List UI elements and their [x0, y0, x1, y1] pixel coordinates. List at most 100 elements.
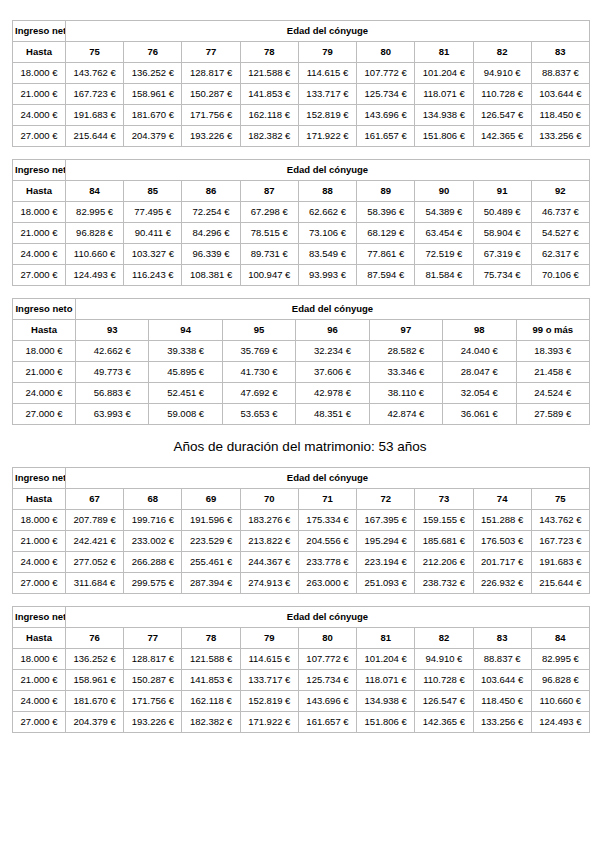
- value-cell: 38.110 €: [369, 383, 442, 404]
- value-cell: 83.549 €: [298, 244, 356, 265]
- value-cell: 199.716 €: [124, 510, 182, 531]
- age-columns-row: Hasta757677787980818283: [13, 42, 590, 63]
- hasta-header-cell: Hasta: [13, 320, 76, 341]
- value-cell: 32.054 €: [443, 383, 516, 404]
- value-cell: 18.393 €: [516, 341, 589, 362]
- income-header-cell: Ingreso neto: [13, 160, 66, 181]
- value-cell: 100.947 €: [240, 265, 298, 286]
- age-column-header: 84: [531, 628, 589, 649]
- value-cell: 59.008 €: [149, 404, 222, 425]
- table-row: 24.000 €56.883 €52.451 €47.692 €42.978 €…: [13, 383, 590, 404]
- value-cell: 72.519 €: [415, 244, 473, 265]
- value-cell: 110.660 €: [531, 691, 589, 712]
- value-cell: 107.772 €: [357, 63, 415, 84]
- age-column-header: 74: [473, 489, 531, 510]
- income-cell: 24.000 €: [13, 244, 66, 265]
- value-cell: 47.692 €: [222, 383, 295, 404]
- value-cell: 126.547 €: [415, 691, 473, 712]
- age-column-header: 79: [240, 628, 298, 649]
- value-cell: 37.606 €: [296, 362, 369, 383]
- value-cell: 142.365 €: [415, 712, 473, 733]
- value-cell: 171.922 €: [298, 126, 356, 147]
- value-cell: 136.252 €: [66, 649, 124, 670]
- value-cell: 201.717 €: [473, 552, 531, 573]
- value-cell: 110.728 €: [473, 84, 531, 105]
- income-cell: 21.000 €: [13, 84, 66, 105]
- age-column-header: 81: [415, 42, 473, 63]
- spouse-age-header-cell: Edad del cónyuge: [76, 299, 590, 320]
- value-cell: 63.993 €: [76, 404, 149, 425]
- age-column-header: 90: [415, 181, 473, 202]
- value-cell: 33.346 €: [369, 362, 442, 383]
- value-cell: 36.061 €: [443, 404, 516, 425]
- spouse-age-header-cell: Edad del cónyuge: [66, 160, 590, 181]
- value-cell: 151.806 €: [415, 126, 473, 147]
- value-cell: 141.853 €: [182, 670, 240, 691]
- hasta-header-cell: Hasta: [13, 628, 66, 649]
- age-column-header: 68: [124, 489, 182, 510]
- income-cell: 24.000 €: [13, 383, 76, 404]
- value-cell: 150.287 €: [182, 84, 240, 105]
- value-cell: 53.653 €: [222, 404, 295, 425]
- income-header-cell: Ingreso neto: [13, 607, 66, 628]
- value-cell: 67.298 €: [240, 202, 298, 223]
- value-cell: 215.644 €: [66, 126, 124, 147]
- age-column-header: 75: [531, 489, 589, 510]
- value-cell: 88.837 €: [531, 63, 589, 84]
- age-column-header: 80: [298, 628, 356, 649]
- value-cell: 103.327 €: [124, 244, 182, 265]
- income-cell: 18.000 €: [13, 510, 66, 531]
- value-cell: 125.734 €: [298, 670, 356, 691]
- value-cell: 82.995 €: [66, 202, 124, 223]
- value-cell: 107.772 €: [298, 649, 356, 670]
- value-cell: 183.276 €: [240, 510, 298, 531]
- value-cell: 128.817 €: [182, 63, 240, 84]
- age-column-header: 75: [66, 42, 124, 63]
- value-cell: 56.883 €: [76, 383, 149, 404]
- value-cell: 191.683 €: [66, 105, 124, 126]
- value-cell: 287.394 €: [182, 573, 240, 594]
- value-cell: 48.351 €: [296, 404, 369, 425]
- value-cell: 24.524 €: [516, 383, 589, 404]
- income-cell: 21.000 €: [13, 223, 66, 244]
- pension-table-section-3: Ingreso netoEdad del cónyugeHasta9394959…: [12, 298, 590, 425]
- age-column-header: 72: [357, 489, 415, 510]
- income-header-cell: Ingreso neto: [13, 299, 76, 320]
- table-row: 21.000 €96.828 €90.411 €84.296 €78.515 €…: [13, 223, 590, 244]
- value-cell: 126.547 €: [473, 105, 531, 126]
- spouse-age-header-cell: Edad del cónyuge: [66, 21, 590, 42]
- value-cell: 158.961 €: [66, 670, 124, 691]
- income-cell: 27.000 €: [13, 404, 76, 425]
- income-cell: 27.000 €: [13, 573, 66, 594]
- value-cell: 63.454 €: [415, 223, 473, 244]
- table-header-row: Ingreso netoEdad del cónyuge: [13, 21, 590, 42]
- table-header-row: Ingreso netoEdad del cónyuge: [13, 468, 590, 489]
- pension-table: Ingreso netoEdad del cónyugeHasta8485868…: [12, 159, 590, 286]
- age-column-header: 77: [124, 628, 182, 649]
- value-cell: 124.493 €: [66, 265, 124, 286]
- pension-table: Ingreso netoEdad del cónyugeHasta9394959…: [12, 298, 590, 425]
- value-cell: 185.681 €: [415, 531, 473, 552]
- value-cell: 143.696 €: [357, 105, 415, 126]
- value-cell: 213.822 €: [240, 531, 298, 552]
- value-cell: 54.389 €: [415, 202, 473, 223]
- age-column-header: 87: [240, 181, 298, 202]
- value-cell: 212.206 €: [415, 552, 473, 573]
- table-row: 18.000 €143.762 €136.252 €128.817 €121.5…: [13, 63, 590, 84]
- value-cell: 90.411 €: [124, 223, 182, 244]
- age-column-header: 95: [222, 320, 295, 341]
- value-cell: 171.756 €: [124, 691, 182, 712]
- value-cell: 176.503 €: [473, 531, 531, 552]
- age-column-header: 69: [182, 489, 240, 510]
- value-cell: 141.853 €: [240, 84, 298, 105]
- value-cell: 93.993 €: [298, 265, 356, 286]
- value-cell: 39.338 €: [149, 341, 222, 362]
- age-column-header: 70: [240, 489, 298, 510]
- table-header-row: Ingreso netoEdad del cónyuge: [13, 160, 590, 181]
- value-cell: 81.584 €: [415, 265, 473, 286]
- age-column-header: 85: [124, 181, 182, 202]
- value-cell: 108.381 €: [182, 265, 240, 286]
- value-cell: 152.819 €: [298, 105, 356, 126]
- income-cell: 21.000 €: [13, 670, 66, 691]
- value-cell: 103.644 €: [531, 84, 589, 105]
